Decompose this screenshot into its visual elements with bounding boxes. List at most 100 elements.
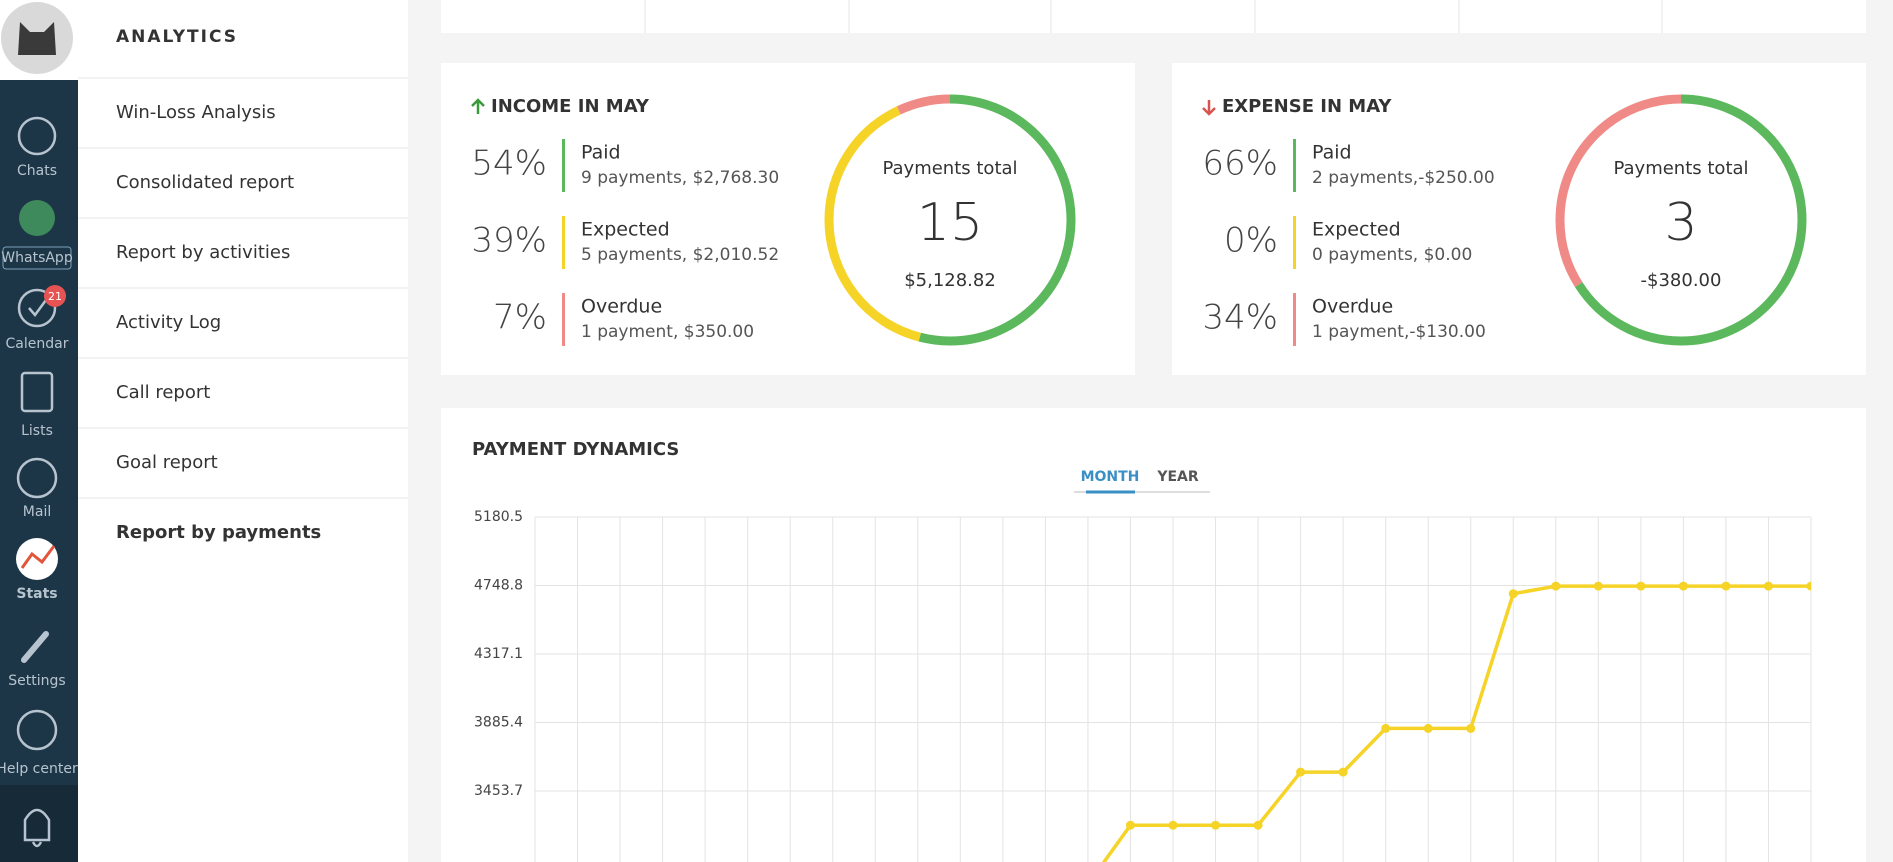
up-arrow — [471, 98, 485, 114]
y-tick-label: 4317.1 — [474, 646, 523, 662]
donut-segment — [1555, 94, 1807, 346]
point — [1678, 581, 1688, 591]
point — [1253, 820, 1263, 830]
legend-detail: 0 payments, $0.00 — [1312, 245, 1472, 265]
help-icon[interactable] — [16, 709, 58, 751]
tab[interactable]: MONTH — [1081, 469, 1140, 485]
menu-item: Report by payments — [116, 522, 321, 543]
legend-label: Paid — [1312, 142, 1352, 164]
bell-icon[interactable] — [23, 808, 51, 848]
donut-value: 15 — [917, 193, 983, 253]
legend-label: Expected — [1312, 219, 1401, 241]
calendar-icon[interactable] — [17, 288, 57, 328]
point — [1763, 581, 1773, 591]
menu-panel — [78, 0, 408, 862]
legend-detail: 1 payment,-$130.00 — [1312, 322, 1486, 342]
y-tick-label: 4748.8 — [474, 578, 523, 594]
donut-label: Payments total — [882, 158, 1017, 179]
point — [1806, 581, 1811, 591]
stats-line — [20, 545, 56, 569]
menu-item: Report by activities — [116, 242, 290, 263]
mail-icon[interactable] — [16, 457, 58, 499]
donut-amount: $5,128.82 — [904, 270, 996, 291]
point — [1593, 581, 1603, 591]
sidebar-label: Lists — [21, 423, 53, 439]
menu-item: Activity Log — [116, 312, 221, 333]
point — [1381, 723, 1391, 733]
legend-bar — [562, 139, 565, 192]
percent: 39% — [471, 221, 547, 261]
top-strip — [441, 0, 1866, 33]
card-title: INCOME IN MAY — [491, 96, 650, 117]
strip-dividers — [644, 0, 1663, 33]
badge — [44, 285, 66, 307]
legend-detail: 1 payment, $350.00 — [581, 322, 754, 342]
legend-detail: 5 payments, $2,010.52 — [581, 245, 779, 265]
avatar-cat — [18, 22, 56, 55]
sidebar-label: Settings — [8, 673, 65, 689]
whatsapp-icon[interactable] — [19, 200, 55, 236]
legend-label: Paid — [581, 142, 621, 164]
legend-label: Expected — [581, 219, 670, 241]
menu-item: Win-Loss Analysis — [116, 102, 276, 123]
dynamics-card — [441, 408, 1866, 862]
whatsapp-box — [2, 246, 72, 270]
settings-icon[interactable] — [21, 631, 49, 663]
down-arrow — [1202, 100, 1216, 116]
donut-value: 3 — [1664, 193, 1697, 253]
point — [1296, 767, 1306, 777]
check — [28, 299, 48, 318]
point — [1125, 820, 1135, 830]
sidebar — [0, 0, 78, 862]
sidebar-label: Stats — [16, 586, 57, 602]
sidebar-label: Help center — [0, 761, 78, 777]
legend-bar — [1293, 293, 1296, 346]
percent: 34% — [1202, 298, 1278, 338]
menu-item: Consolidated report — [116, 172, 294, 193]
legend-bar — [562, 216, 565, 269]
card-title: EXPENSE IN MAY — [1222, 96, 1392, 117]
y-tick-label: 3453.7 — [474, 783, 523, 799]
legend-bar — [1293, 139, 1296, 192]
percent: 66% — [1202, 144, 1278, 184]
bell-area — [0, 785, 78, 862]
menu-title: ANALYTICS — [116, 27, 238, 47]
point — [1508, 589, 1518, 599]
badge-count: 21 — [48, 290, 62, 303]
sidebar-label: Calendar — [6, 336, 69, 352]
plot — [1101, 581, 1811, 862]
donut-amount: -$380.00 — [1641, 270, 1722, 291]
point — [1338, 767, 1348, 777]
donut-segment — [824, 94, 1076, 346]
legend-label: Overdue — [581, 296, 662, 318]
point — [1168, 820, 1178, 830]
percent: 0% — [1224, 221, 1278, 261]
menu-item: Call report — [116, 382, 210, 403]
sidebar-label: Mail — [23, 504, 51, 520]
chats-icon[interactable] — [17, 116, 57, 156]
point — [1636, 581, 1646, 591]
point — [1721, 581, 1731, 591]
legend-bar — [1293, 216, 1296, 269]
donut-segment — [824, 94, 1076, 346]
point — [1551, 581, 1561, 591]
point — [1423, 723, 1433, 733]
point — [1211, 820, 1221, 830]
menu-item: Goal report — [116, 452, 218, 473]
line — [1101, 584, 1811, 862]
legend-detail: 2 payments,-$250.00 — [1312, 168, 1495, 188]
lists-icon[interactable] — [20, 371, 54, 413]
legend-bar — [562, 293, 565, 346]
donut-label: Payments total — [1613, 158, 1748, 179]
sidebar-label: Chats — [17, 163, 57, 179]
tab[interactable]: YEAR — [1156, 469, 1199, 485]
legend-label: Overdue — [1312, 296, 1393, 318]
legend-detail: 9 payments, $2,768.30 — [581, 168, 779, 188]
point — [1466, 723, 1476, 733]
y-tick-label: 5180.5 — [474, 509, 523, 525]
percent: 54% — [471, 144, 547, 184]
percent: 7% — [493, 298, 547, 338]
y-tick-label: 3885.4 — [474, 715, 523, 731]
